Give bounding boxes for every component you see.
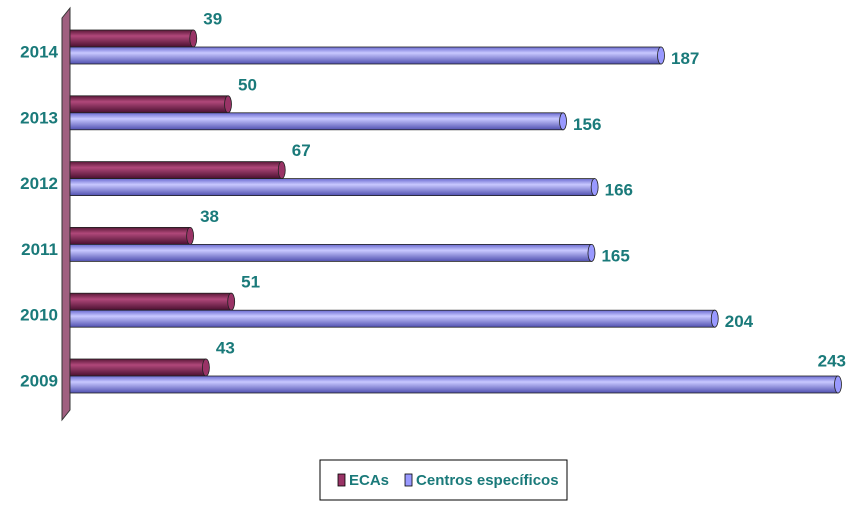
bar bbox=[69, 112, 564, 131]
data-label: 156 bbox=[573, 115, 601, 134]
bar bbox=[69, 309, 716, 328]
category-label: 2010 bbox=[20, 306, 58, 325]
bar bbox=[69, 178, 596, 197]
data-label: 204 bbox=[725, 312, 754, 331]
bar bbox=[69, 243, 592, 262]
bar-cap bbox=[657, 46, 665, 65]
legend-swatch bbox=[337, 473, 346, 487]
bar-cap bbox=[559, 112, 567, 131]
category-label: 2014 bbox=[20, 42, 58, 61]
bar-cap bbox=[227, 292, 236, 311]
bar bbox=[69, 292, 232, 311]
bar-cap bbox=[587, 243, 596, 262]
category-label: 2012 bbox=[20, 174, 58, 193]
legend-swatch bbox=[404, 473, 413, 487]
legend-label: ECAs bbox=[349, 472, 389, 489]
bar-cap bbox=[186, 226, 194, 245]
bar bbox=[69, 161, 283, 180]
bar bbox=[69, 95, 229, 114]
data-label: 165 bbox=[601, 246, 629, 265]
axis-wall bbox=[61, 6, 71, 422]
category-label: 2013 bbox=[20, 108, 58, 127]
bar bbox=[69, 375, 839, 394]
bar-cap bbox=[590, 178, 599, 197]
data-label: 187 bbox=[671, 49, 699, 68]
category-label: 2009 bbox=[20, 371, 58, 390]
legend-box bbox=[319, 459, 568, 501]
bar-cap bbox=[834, 375, 842, 394]
data-label: 39 bbox=[203, 9, 222, 28]
bar-cap bbox=[710, 309, 719, 328]
data-label: 67 bbox=[292, 141, 311, 160]
legend-label: Centros específicos bbox=[416, 472, 559, 489]
bar-cap bbox=[277, 161, 286, 180]
bar bbox=[69, 29, 194, 48]
bar bbox=[69, 358, 207, 377]
bar-cap bbox=[202, 358, 210, 377]
data-label: 43 bbox=[216, 338, 235, 357]
bar bbox=[69, 226, 191, 245]
bar-cap bbox=[189, 29, 198, 48]
data-label: 51 bbox=[241, 273, 260, 292]
data-label: 38 bbox=[200, 207, 219, 226]
bar-cap bbox=[224, 95, 232, 114]
data-label: 166 bbox=[605, 181, 633, 200]
bar bbox=[69, 46, 662, 65]
data-label: 50 bbox=[238, 75, 257, 94]
data-label: 243 bbox=[818, 351, 846, 370]
category-label: 2011 bbox=[21, 240, 58, 259]
